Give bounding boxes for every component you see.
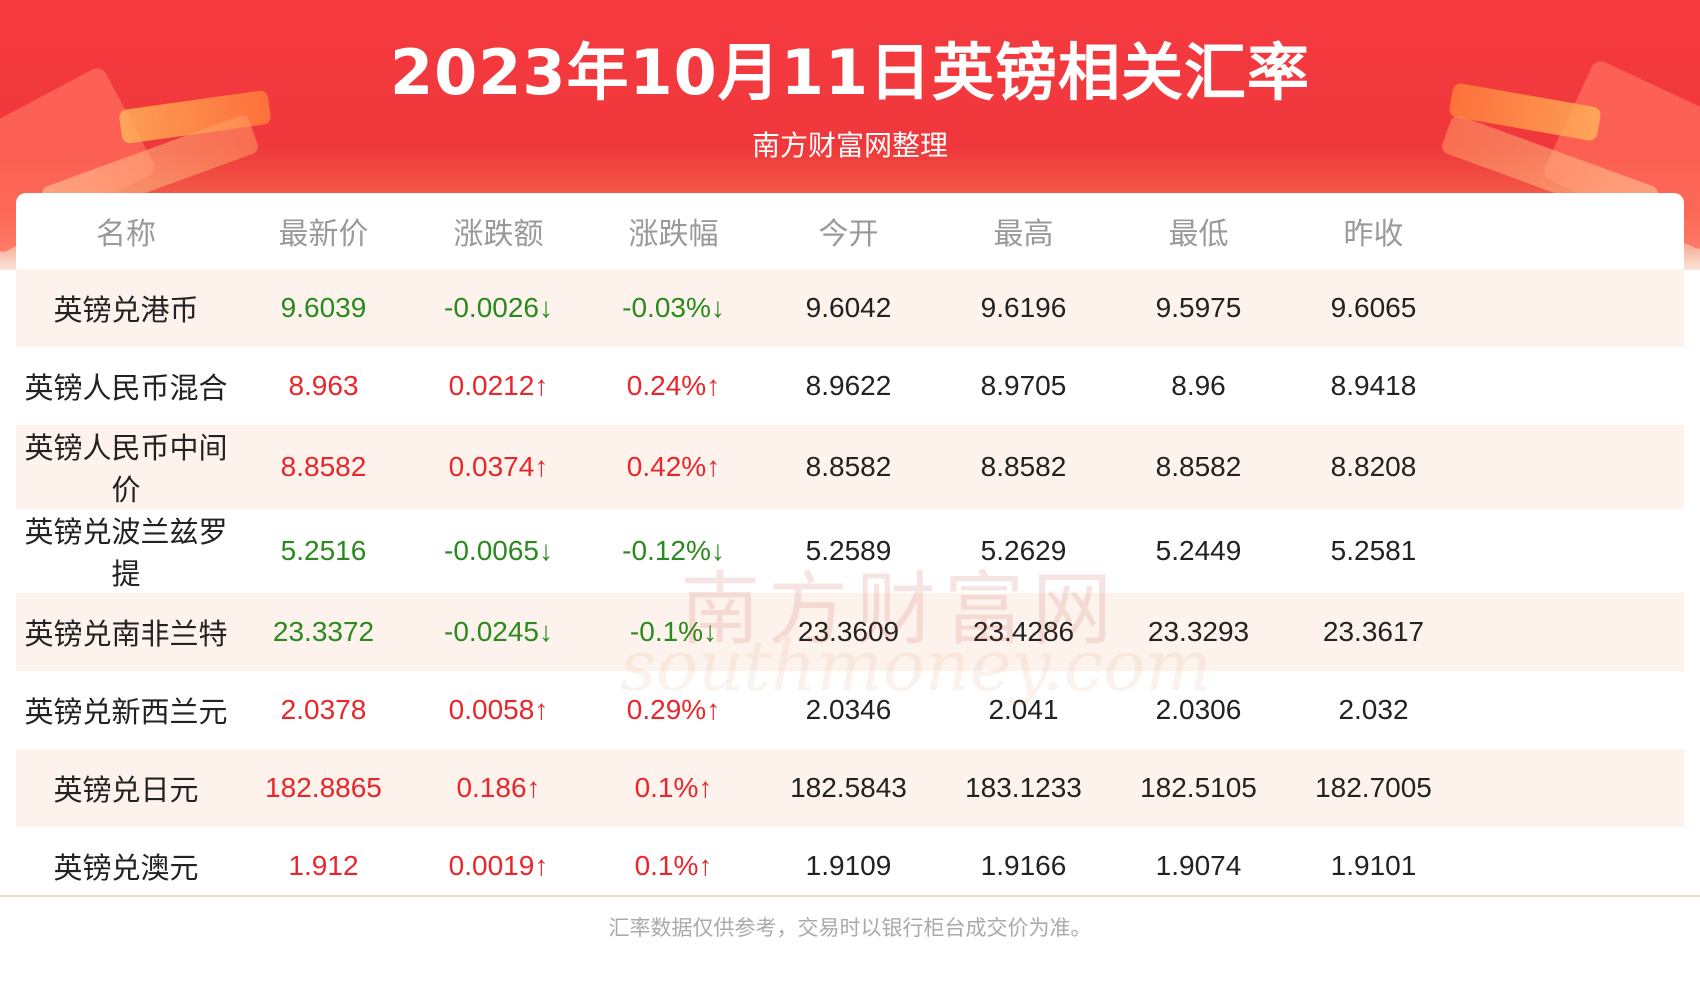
table-row: 英镑人民币混合 8.963 0.0212↑ 0.24%↑ 8.9622 8.9705 8.9… [16,347,1684,425]
cell-name: 英镑人民币混合 [16,347,236,425]
page-title: 2023年10月11日英镑相关汇率 [389,36,1311,109]
cell-open: 8.8582 [761,425,936,509]
page-subtitle: 南方财富网整理 [751,129,948,162]
table-row: 英镑兑港币 9.6039 -0.0026↓ -0.03%↓ 9.6042 9.6196 9.… [16,269,1684,347]
rates-table: 名称 最新价 涨跌额 涨跌幅 今开 最高 最低 昨收 英镑兑港币 9.6039 -0… [16,193,1684,905]
table-row: 英镑兑南非兰特 23.3372 -0.0245↓ -0.1%↓ 23.3609 23.42… [16,593,1684,671]
column-header-open: 今开 [818,217,879,252]
cell-open: 1.9109 [761,827,936,905]
cell-high: 9.6196 [936,269,1111,347]
cell-latest: 2.0378 [236,671,411,749]
cell-prev-close: 23.3617 [1286,593,1461,671]
cell-prev-close: 1.9101 [1286,827,1461,905]
cell-change-pct: 0.1%↑ [586,749,761,827]
cell-change-pct: 0.42%↑ [586,425,761,509]
table-row: 英镑兑日元 182.8865 0.186↑ 0.1%↑ 182.5843 183.1233… [16,749,1684,827]
cell-spacer [1461,509,1684,593]
cell-prev-close: 8.8208 [1286,425,1461,509]
cell-name: 英镑兑波兰兹罗提 [16,509,236,593]
cell-change-pct: 0.29%↑ [586,671,761,749]
table-row: 英镑兑波兰兹罗提 5.2516 -0.0065↓ -0.12%↓ 5.2589 5.262… [16,509,1684,593]
cell-latest: 9.6039 [236,269,411,347]
cell-spacer [1461,425,1684,509]
cell-change: -0.0065↓ [411,509,586,593]
cell-low: 5.2449 [1111,509,1286,593]
cell-latest: 182.8865 [236,749,411,827]
column-header-high: 最高 [993,217,1054,252]
column-header-prev-close: 昨收 [1343,217,1404,252]
cell-high: 23.4286 [936,593,1111,671]
cell-open: 2.0346 [761,671,936,749]
cell-name: 英镑兑日元 [16,749,236,827]
cell-latest: 5.2516 [236,509,411,593]
cell-change: -0.0026↓ [411,269,586,347]
cell-change: 0.0058↑ [411,671,586,749]
cell-name: 英镑兑南非兰特 [16,593,236,671]
table-row: 英镑兑新西兰元 2.0378 0.0058↑ 0.29%↑ 2.0346 2.041 2.0… [16,671,1684,749]
cell-low: 23.3293 [1111,593,1286,671]
column-header-name: 名称 [96,217,156,252]
cell-high: 5.2629 [936,509,1111,593]
cell-spacer [1461,593,1684,671]
cell-latest: 1.912 [236,827,411,905]
cell-open: 182.5843 [761,749,936,827]
cell-prev-close: 2.032 [1286,671,1461,749]
cell-latest: 8.963 [236,347,411,425]
cell-change: 0.0212↑ [411,347,586,425]
cell-low: 8.8582 [1111,425,1286,509]
cell-name: 英镑兑澳元 [16,827,236,905]
cell-low: 8.96 [1111,347,1286,425]
cell-change-pct: -0.1%↓ [586,593,761,671]
cell-change-pct: -0.03%↓ [586,269,761,347]
table-header-row: 名称 最新价 涨跌额 涨跌幅 今开 最高 最低 昨收 [16,193,1684,269]
cell-change: 0.0019↑ [411,827,586,905]
footer-note: 汇率数据仅供参考，交易时以银行柜台成交价为准。 [608,916,1092,940]
column-header-change: 涨跌额 [453,217,544,252]
cell-latest: 8.8582 [236,425,411,509]
cell-spacer [1461,269,1684,347]
cell-name: 英镑人民币中间价 [16,425,236,509]
footer-divider [0,895,1700,897]
cell-open: 5.2589 [761,509,936,593]
cell-low: 1.9074 [1111,827,1286,905]
cell-spacer [1461,827,1684,905]
cell-change: -0.0245↓ [411,593,586,671]
cell-prev-close: 9.6065 [1286,269,1461,347]
cell-latest: 23.3372 [236,593,411,671]
cell-high: 8.8582 [936,425,1111,509]
cell-change-pct: -0.12%↓ [586,509,761,593]
cell-low: 182.5105 [1111,749,1286,827]
cell-high: 2.041 [936,671,1111,749]
column-header-latest: 最新价 [278,217,369,252]
cell-low: 9.5975 [1111,269,1286,347]
cell-open: 9.6042 [761,269,936,347]
cell-high: 8.9705 [936,347,1111,425]
cell-open: 8.9622 [761,347,936,425]
rates-card: 名称 最新价 涨跌额 涨跌幅 今开 最高 最低 昨收 英镑兑港币 9.6039 -0… [16,193,1684,905]
cell-change: 0.0374↑ [411,425,586,509]
cell-change-pct: 0.24%↑ [586,347,761,425]
cell-change-pct: 0.1%↑ [586,827,761,905]
cell-open: 23.3609 [761,593,936,671]
column-header-change-pct: 涨跌幅 [628,217,719,252]
column-header-spacer [1461,193,1684,269]
column-header-low: 最低 [1168,217,1229,252]
cell-low: 2.0306 [1111,671,1286,749]
cell-prev-close: 5.2581 [1286,509,1461,593]
cell-change: 0.186↑ [411,749,586,827]
cell-name: 英镑兑新西兰元 [16,671,236,749]
cell-spacer [1461,749,1684,827]
cell-prev-close: 8.9418 [1286,347,1461,425]
cell-high: 183.1233 [936,749,1111,827]
cell-spacer [1461,347,1684,425]
table-row: 英镑人民币中间价 8.8582 0.0374↑ 0.42%↑ 8.8582 8.8582 8… [16,425,1684,509]
table-row: 英镑兑澳元 1.912 0.0019↑ 0.1%↑ 1.9109 1.9166 1.9074… [16,827,1684,905]
cell-spacer [1461,671,1684,749]
cell-name: 英镑兑港币 [16,269,236,347]
cell-prev-close: 182.7005 [1286,749,1461,827]
cell-high: 1.9166 [936,827,1111,905]
